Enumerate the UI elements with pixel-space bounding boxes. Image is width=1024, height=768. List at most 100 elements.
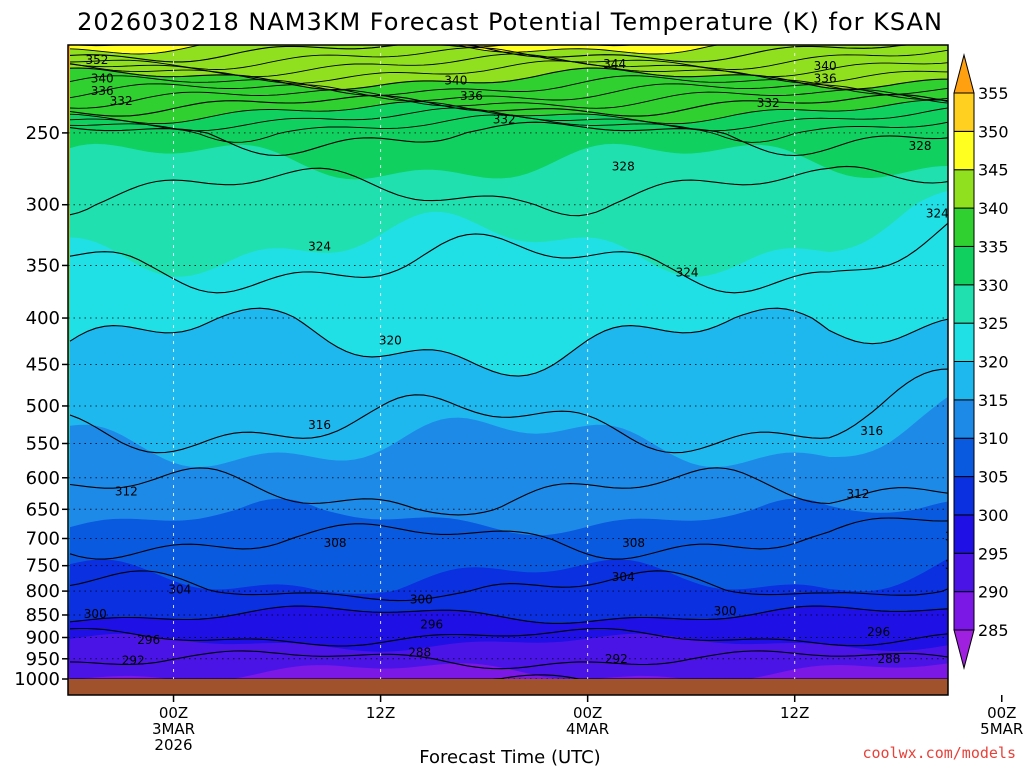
contour-label-text: 320 <box>379 334 402 348</box>
contour-label-text: 344 <box>603 57 626 71</box>
x-tick-label: 4MAR <box>566 720 609 738</box>
colorbar-label: 330 <box>978 276 1009 295</box>
chart-title: 2026030218 NAM3KM Forecast Potential Tem… <box>77 8 943 36</box>
contour-316 <box>69 368 948 454</box>
contour-336 <box>69 94 948 117</box>
contour-label-text: 288 <box>878 652 901 666</box>
contour-label: 340 <box>91 72 114 86</box>
y-tick-label: 450 <box>26 354 60 375</box>
contour-label: 308 <box>945 530 948 544</box>
contour-label: 312 <box>115 485 138 499</box>
contour-label: 328 <box>612 159 635 173</box>
colorbar: 285 290 295 300 305 310 315 320 325 330 335 340 345 3… <box>953 53 1009 670</box>
contour-333 <box>69 114 948 143</box>
contour-label-text: 300 <box>714 604 737 618</box>
contour-label-text: 308 <box>324 536 347 550</box>
x-tick-label: 3MAR <box>152 720 195 738</box>
y-tick-label: 750 <box>26 556 60 577</box>
contour-label-text: 324 <box>308 240 331 254</box>
contour-label-text: 292 <box>605 652 628 666</box>
y-tick-label: 950 <box>26 649 60 670</box>
contour-label-text: 296 <box>867 625 890 639</box>
contour-label: 300 <box>714 604 737 618</box>
contour-label: 292 <box>605 652 628 666</box>
contour-label: 300 <box>84 607 107 621</box>
contour-label: 344 <box>603 57 626 71</box>
contour-label-text: 300 <box>410 593 433 607</box>
contour-label-text: 328 <box>909 139 932 153</box>
colorbar-top-arrow <box>953 53 975 94</box>
contour-label-text: 340 <box>91 72 114 86</box>
credit-text: coolwx.com/models <box>862 744 1016 762</box>
x-axis-title: Forecast Time (UTC) <box>419 747 600 768</box>
contour-label-text: 308 <box>622 536 645 550</box>
contour-label: 340 <box>444 73 467 87</box>
contour-label-text: 328 <box>612 159 635 173</box>
colorbar-segment <box>953 245 975 286</box>
contour-label-text: 336 <box>460 89 483 103</box>
colorbar-segment <box>953 130 975 171</box>
contour-label-text: 316 <box>308 418 331 432</box>
contour-338 <box>69 83 948 102</box>
contour-342 <box>69 53 948 78</box>
colorbar-label: 355 <box>978 84 1009 103</box>
contour-label: 324 <box>308 240 331 254</box>
y-tick-label: 650 <box>26 499 60 520</box>
contour-label: 332 <box>110 94 133 108</box>
contour-label: 336 <box>91 84 114 98</box>
colorbar-segment <box>953 437 975 478</box>
contour-label-text: 332 <box>110 94 133 108</box>
contour-344 <box>69 45 948 63</box>
grid-lines <box>68 45 948 679</box>
contour-312 <box>69 467 948 516</box>
x-tick-label: 5MAR <box>980 720 1023 738</box>
contour-label: 308 <box>324 536 347 550</box>
colorbar-segment <box>953 552 975 593</box>
contour-343 <box>69 47 948 70</box>
y-tick-label: 550 <box>26 433 60 454</box>
contour-label: 316 <box>308 418 331 432</box>
contour-label-text: 296 <box>420 618 443 632</box>
contour-label: 292 <box>122 654 145 668</box>
contour-label: 332 <box>493 112 516 126</box>
contour-label-text: 312 <box>115 485 138 499</box>
ground-strip <box>68 679 948 695</box>
contour-label-text: 304 <box>168 583 191 597</box>
contour-label: 296 <box>867 625 890 639</box>
contour-label-text: 288 <box>408 646 431 660</box>
contour-label-text: 304 <box>612 570 635 584</box>
contour-label: 352 <box>86 53 109 67</box>
y-tick-label: 500 <box>26 396 60 417</box>
contour-335 <box>69 99 948 125</box>
y-tick-label: 350 <box>26 255 60 276</box>
contour-label-text: 332 <box>493 112 516 126</box>
contour-label: 312 <box>846 487 869 501</box>
colorbar-label: 335 <box>978 237 1009 256</box>
x-tick-label: 00Z <box>573 704 602 722</box>
y-tick-label: 850 <box>26 605 60 626</box>
colorbar-segment <box>953 169 975 209</box>
x-tick-label: 2026 <box>154 736 192 754</box>
colorbar-segment <box>953 591 975 631</box>
contour-label: 304 <box>945 558 948 572</box>
x-tick-label: 00Z <box>159 704 188 722</box>
contour-label-text: 292 <box>122 654 145 668</box>
contour-label: 288 <box>408 646 431 660</box>
contour-label: 336 <box>814 72 837 86</box>
contour-328 <box>69 165 948 217</box>
contour-341 <box>69 60 948 84</box>
colorbar-label: 295 <box>978 544 1009 563</box>
band-290 <box>68 663 948 679</box>
colorbar-label: 345 <box>978 161 1009 180</box>
contour-308 <box>69 517 948 560</box>
contour-324 <box>69 222 948 294</box>
contour-label-text: 336 <box>814 72 837 86</box>
y-tick-label: 900 <box>26 627 60 648</box>
plot-frame <box>67 44 949 696</box>
y-tick-label: 600 <box>26 468 60 489</box>
contour-label: 320 <box>379 334 402 348</box>
y-axis: 2503003504004505005506006507007508008509… <box>14 123 68 690</box>
colorbar-label: 340 <box>978 199 1009 218</box>
contour-label: 300 <box>410 593 433 607</box>
